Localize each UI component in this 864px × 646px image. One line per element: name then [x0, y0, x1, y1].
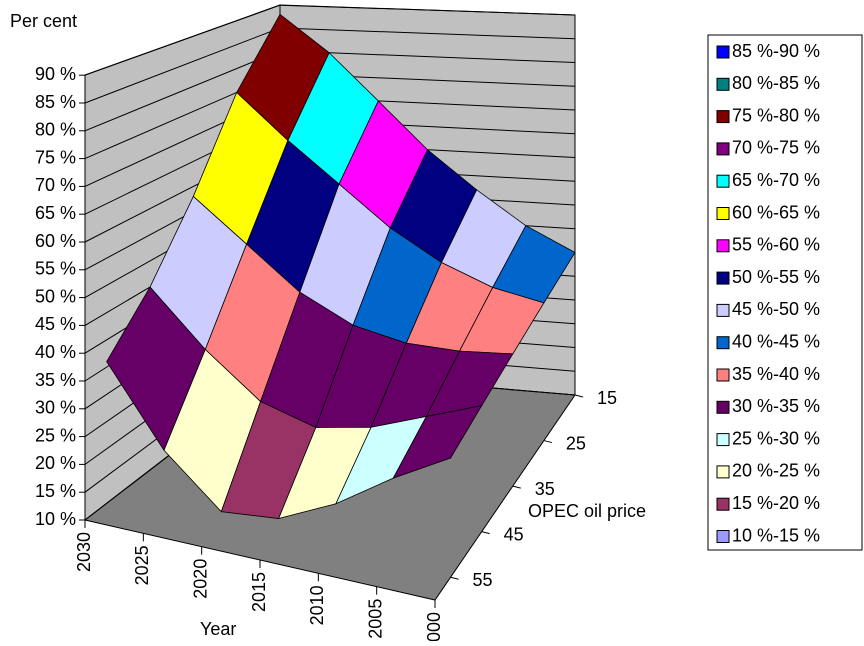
z-tick-label: 50 %: [35, 286, 76, 306]
x-tick-label: 2020: [190, 559, 210, 599]
z-tick-label: 25 %: [35, 425, 76, 445]
legend-label: 75 %-80 %: [732, 105, 820, 125]
y-tick: [512, 485, 521, 489]
legend-swatch: [716, 45, 730, 59]
x-axis-title: Year: [200, 619, 236, 639]
legend-label: 65 %-70 %: [732, 170, 820, 190]
legend-label: 45 %-50 %: [732, 299, 820, 319]
legend-swatch: [716, 77, 730, 91]
y-axis-title: OPEC oil price: [528, 501, 646, 521]
y-tick-label: 45: [504, 524, 524, 544]
surface-patch: [392, 405, 483, 479]
legend-swatch: [716, 465, 730, 479]
legend-label: 10 %-15 %: [732, 525, 820, 545]
x-tick-label: 2015: [249, 572, 269, 612]
legend-label: 35 %-40 %: [732, 364, 820, 384]
y-tick-label: 15: [597, 388, 617, 408]
z-axis-title: Per cent: [10, 11, 77, 31]
z-tick-label: 45 %: [35, 314, 76, 334]
x-tick-label: 2025: [132, 545, 152, 585]
legend-swatch: [716, 400, 730, 414]
legend-label: 80 %-85 %: [732, 73, 820, 93]
legend-label: 25 %-30 %: [732, 428, 820, 448]
legend-label: 20 %-25 %: [732, 461, 820, 481]
legend-label: 55 %-60 %: [732, 235, 820, 255]
z-tick-label: 90 %: [35, 64, 76, 84]
legend-label: 85 %-90 %: [732, 41, 820, 61]
legend-label: 70 %-75 %: [732, 138, 820, 158]
legend-swatch: [716, 303, 730, 317]
z-tick-label: 75 %: [35, 147, 76, 167]
z-tick-label: 35 %: [35, 370, 76, 390]
z-tick-label: 30 %: [35, 398, 76, 418]
legend-box: [707, 34, 863, 551]
legend-swatch: [716, 530, 730, 543]
legend-swatch: [716, 497, 730, 511]
legend-swatch: [716, 368, 730, 382]
legend-swatch: [716, 433, 730, 447]
z-tick-label: 80 %: [35, 120, 76, 140]
legend-label: 30 %-35 %: [732, 396, 820, 416]
y-tick: [543, 440, 553, 444]
legend-swatch: [716, 207, 730, 220]
legend-swatch: [716, 239, 730, 253]
y-tick-label: 35: [535, 479, 555, 499]
z-tick-label: 20 %: [35, 453, 76, 473]
z-tick-label: 15 %: [35, 481, 76, 501]
x-tick-label: 2010: [307, 585, 327, 625]
y-tick-label: 55: [473, 570, 493, 590]
legend-swatch: [716, 142, 730, 156]
legend-swatch: [716, 271, 730, 285]
z-tick-label: 10 %: [35, 509, 76, 529]
legend-label: 15 %-20 %: [732, 493, 820, 513]
y-tick: [450, 576, 459, 580]
legend-label: 40 %-45 %: [732, 331, 820, 351]
z-tick-label: 65 %: [35, 203, 76, 223]
grid-line: [84, 4, 576, 76]
z-tick-label: 60 %: [35, 231, 76, 251]
z-tick-label: 55 %: [35, 259, 76, 279]
legend-swatch: [716, 110, 730, 124]
x-tick-label: 2000: [424, 612, 444, 641]
legend-label: 50 %-55 %: [732, 267, 820, 287]
y-tick: [481, 531, 490, 535]
x-tick-label: 2005: [365, 599, 385, 639]
z-tick-label: 40 %: [35, 342, 76, 362]
z-tick-label: 70 %: [35, 175, 76, 195]
legend-swatch: [716, 336, 730, 350]
y-tick: [574, 394, 584, 398]
legend-label: 60 %-65 %: [732, 202, 820, 222]
z-tick-label: 85 %: [35, 92, 76, 112]
x-tick-label: 2030: [74, 532, 94, 572]
legend-swatch: [716, 174, 730, 188]
y-tick-label: 25: [566, 433, 586, 453]
